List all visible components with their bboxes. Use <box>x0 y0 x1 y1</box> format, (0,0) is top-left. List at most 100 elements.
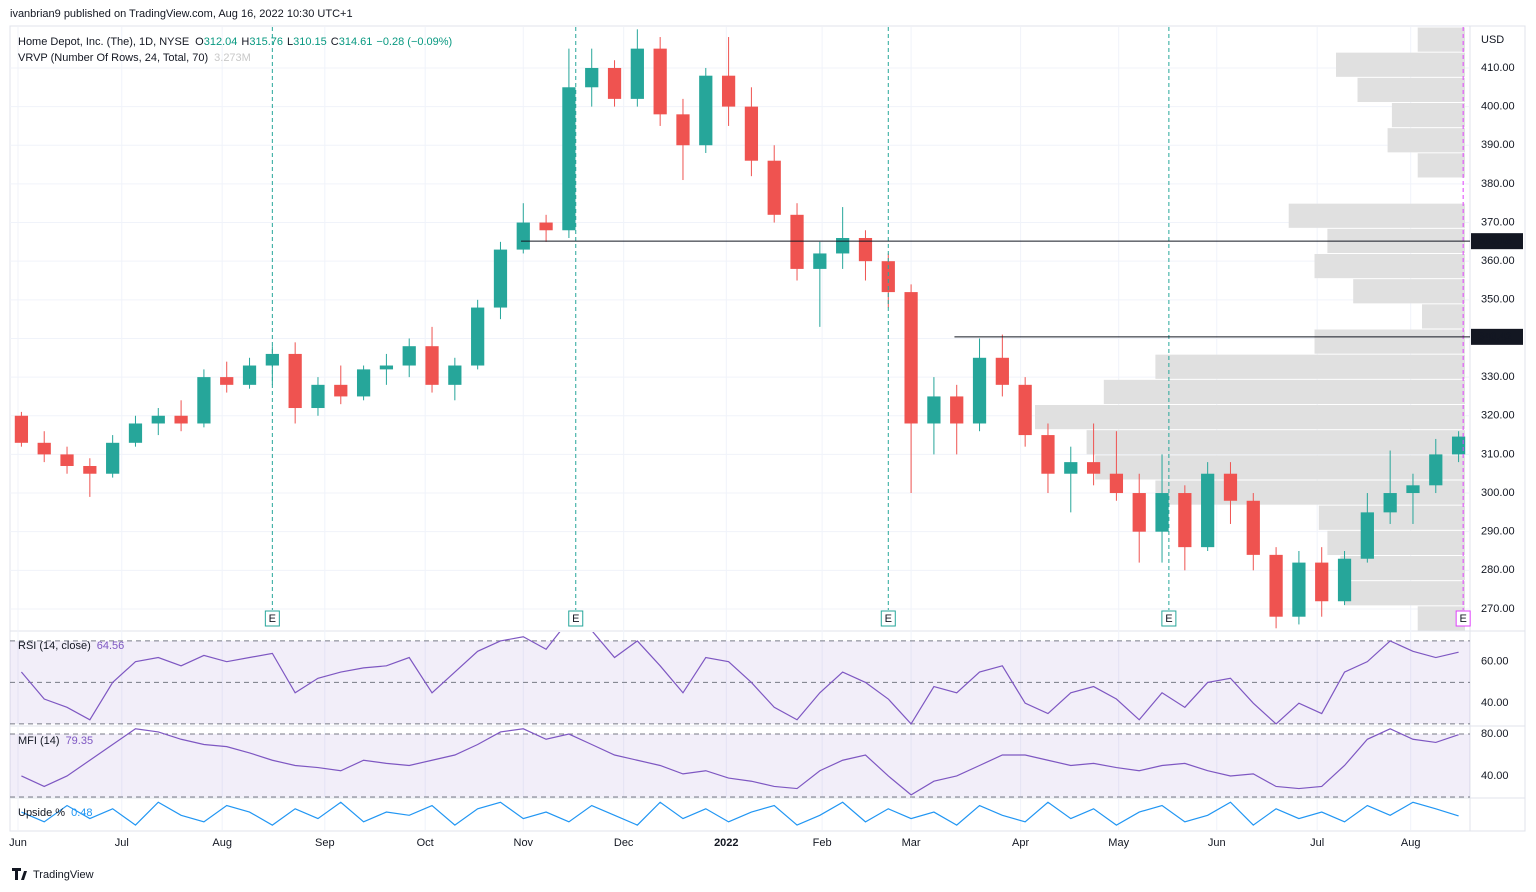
y-tick-label: 410.00 <box>1481 62 1515 74</box>
candle-body <box>1178 493 1192 548</box>
indicator-value: 79.35 <box>66 735 94 747</box>
candle-body <box>288 353 302 409</box>
y-tick-label: 320.00 <box>1481 410 1515 422</box>
x-tick-label: Aug <box>1401 837 1421 849</box>
x-tick-label: Jul <box>1310 837 1324 849</box>
y-tick-label: 280.00 <box>1481 564 1515 576</box>
volume-profile-row <box>1340 556 1465 581</box>
ohlc-value: 315.76 <box>249 36 283 48</box>
candle-body <box>379 365 394 370</box>
y-tick-label: 40.00 <box>1481 697 1509 709</box>
indicator-line <box>20 632 1459 725</box>
candle-body <box>356 369 371 397</box>
x-tick-label: Jun <box>9 837 27 849</box>
earnings-label: E <box>885 613 892 625</box>
candle-body <box>1269 554 1283 617</box>
candle-body <box>972 357 987 424</box>
x-tick-label: Nov <box>514 837 534 849</box>
level-label: 340.42 <box>1478 331 1512 343</box>
candle-body <box>151 415 165 424</box>
earnings-badge <box>880 610 896 627</box>
y-tick-label: 60.00 <box>1481 656 1509 668</box>
candle-body <box>904 292 918 424</box>
change: −0.28 (−0.09%) <box>376 36 452 48</box>
frame <box>9 25 1526 832</box>
candle-body <box>242 365 257 385</box>
x-tick-label: Jul <box>115 837 129 849</box>
x-tick-label: Sep <box>315 837 335 849</box>
volume-profile-row <box>1086 430 1465 455</box>
symbol: Home Depot, Inc. (The), 1D, NYSE <box>18 36 189 48</box>
candle-body <box>562 87 576 231</box>
publisher: ivanbrian9 published on TradingView.com,… <box>10 8 353 20</box>
candle-body <box>767 160 781 215</box>
candle-body <box>402 346 416 366</box>
indicator-pane <box>10 728 1470 798</box>
candle-body <box>220 377 234 385</box>
earnings-label: E <box>572 613 579 625</box>
x-tick-label: Dec <box>614 837 634 849</box>
indicator-title: Upside % 0.48 <box>18 807 93 819</box>
earnings-badge <box>1455 610 1471 627</box>
earnings-label: E <box>1459 613 1466 625</box>
candle-body <box>174 415 188 424</box>
y-tick-label: 370.00 <box>1481 216 1515 228</box>
volume-profile-row <box>1422 304 1465 329</box>
y-tick-label: 290.00 <box>1481 526 1515 538</box>
x-tick-label: Mar <box>902 837 921 849</box>
x-tick-label: Apr <box>1012 837 1029 849</box>
candle-body <box>721 75 736 107</box>
indicator-name: RSI (14, close) <box>18 640 91 652</box>
x-tick-label: Feb <box>813 837 832 849</box>
volume-profile-row <box>1417 27 1465 52</box>
plot-layer: Jun Jul Aug Sep Oct Nov Dec 2022 Feb Mar Apr May Jun… <box>9 27 1523 849</box>
candle-body <box>585 67 599 88</box>
candle-body <box>60 454 74 466</box>
y-tick-label: 330.00 <box>1481 371 1515 383</box>
ohlc-label: L <box>287 36 293 48</box>
candle-body <box>1064 462 1078 474</box>
candle-body <box>539 222 553 231</box>
candle-body <box>836 237 850 254</box>
tradingview-logo: TradingView <box>12 868 94 881</box>
earnings-badge <box>568 610 584 627</box>
candle-body <box>744 106 759 161</box>
volume-profile-row <box>1387 128 1465 153</box>
candle-body <box>653 48 667 115</box>
brand: TradingView <box>33 869 94 881</box>
indicator-value: 64.56 <box>97 640 125 652</box>
candle-body <box>790 214 804 269</box>
y-tick-label: 350.00 <box>1481 294 1515 306</box>
candle-body <box>471 307 485 366</box>
candle-body <box>1451 436 1466 455</box>
volume-profile-row <box>1344 581 1465 606</box>
indicator-line <box>21 728 1459 796</box>
y-tick-label: 360.00 <box>1481 255 1515 267</box>
y-tick-label: 380.00 <box>1481 178 1515 190</box>
candle-body <box>197 377 211 424</box>
candle-body <box>1018 384 1032 436</box>
earnings-badge <box>1161 610 1177 627</box>
candle-body <box>311 384 325 409</box>
x-tick-label: Aug <box>212 837 232 849</box>
currency-label: USD <box>1481 34 1504 46</box>
candle-body <box>1041 435 1055 474</box>
volume-profile-row <box>1314 254 1465 279</box>
candle-body <box>37 442 51 455</box>
candle-body <box>676 114 690 146</box>
candle-body <box>607 67 622 99</box>
volume-profile-row <box>1417 153 1465 178</box>
earnings-badge <box>264 610 280 627</box>
candle-body <box>448 365 462 385</box>
indicator-pane <box>21 801 1459 826</box>
indicator-name: MFI (14) <box>18 735 60 747</box>
candle-body <box>1292 562 1306 617</box>
candle-body <box>106 442 120 474</box>
candle-body <box>1201 473 1215 548</box>
y-tick-label: 300.00 <box>1481 487 1515 499</box>
candle-body <box>493 249 508 308</box>
candle-body <box>425 346 439 385</box>
candle-body <box>881 261 895 293</box>
vrvp-total: 3.273M <box>214 52 251 64</box>
volume-profile-row <box>1103 379 1465 404</box>
